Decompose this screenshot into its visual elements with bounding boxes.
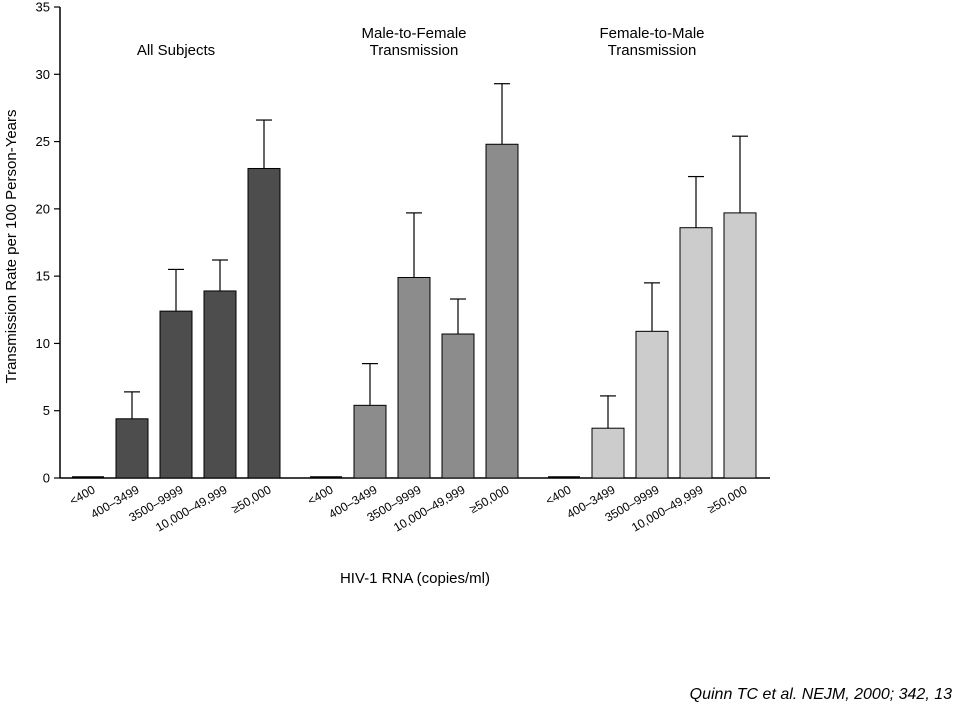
y-tick-label: 25 <box>36 134 50 149</box>
bar <box>679 227 713 479</box>
y-axis-label: Transmission Rate per 100 Person-Years <box>3 109 20 383</box>
x-axis-label: HIV-1 RNA (copies/ml) <box>340 570 490 587</box>
group-title: Transmission <box>608 42 697 59</box>
bar <box>203 290 237 479</box>
bar <box>115 418 149 479</box>
x-tick-label: ≥50,000 <box>467 482 512 516</box>
bar <box>485 143 519 479</box>
bar <box>723 212 757 479</box>
x-tick-label: ≥50,000 <box>229 482 274 516</box>
group-title: All Subjects <box>137 42 215 59</box>
y-tick-label: 15 <box>36 269 50 284</box>
y-tick-label: 10 <box>36 336 50 351</box>
bar <box>397 276 431 479</box>
x-tick-label: <400 <box>67 482 98 508</box>
group-title: Transmission <box>370 42 459 59</box>
y-tick-label: 35 <box>36 0 50 15</box>
bar <box>353 404 387 479</box>
x-tick-label: ≥50,000 <box>705 482 750 516</box>
bar <box>441 333 475 479</box>
bar <box>635 330 669 479</box>
group-title: Male-to-Female <box>361 25 466 42</box>
y-tick-label: 20 <box>36 201 50 216</box>
x-tick-label: <400 <box>305 482 336 508</box>
y-tick-label: 30 <box>36 67 50 82</box>
citation-text: Quinn TC et al. NEJM, 2000; 342, 13 <box>689 686 952 703</box>
bar <box>591 427 625 479</box>
bar <box>247 167 281 479</box>
y-tick-label: 0 <box>43 471 50 486</box>
x-tick-label: <400 <box>543 482 574 508</box>
y-tick-label: 5 <box>43 403 50 418</box>
bar-chart: 0 5 10 15 20 25 30 35 Transmission Rate per 100 … <box>3 0 770 587</box>
group-title: Female-to-Male <box>599 25 704 42</box>
bar <box>159 310 193 479</box>
